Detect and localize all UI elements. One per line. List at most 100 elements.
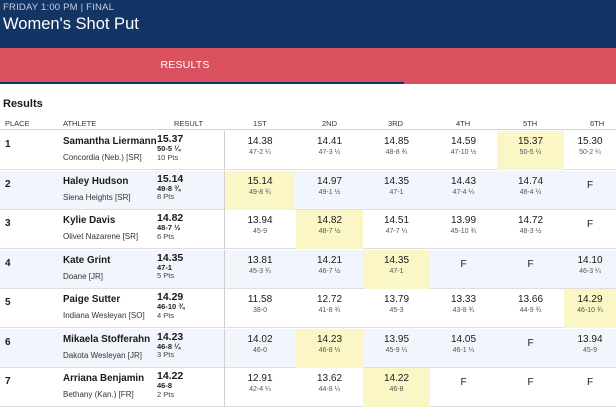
attempt-imperial: 45-9 <box>252 228 267 235</box>
attempt-imperial: 50-2 ¼ <box>579 149 601 156</box>
place-value: 3 <box>5 218 11 229</box>
attempt-foul: F <box>527 337 534 349</box>
attempt-mark: 13.99 <box>450 215 477 226</box>
table-row[interactable]: 2 Haley Hudson Siena Heights [SR] 15.14 49-8… <box>0 170 616 210</box>
attempt-mark: 13.94 <box>247 215 273 226</box>
best-attempt-cell: 14.35 47-1 <box>363 249 430 289</box>
table-row[interactable]: 1 Samantha Liermann Concordia (Neb.) [SR] 1… <box>0 131 616 170</box>
result-points: 4 Pts <box>157 310 175 320</box>
attempt-cell: 13.62 44-8 ¼ <box>296 368 363 407</box>
athlete-school: Dakota Wesleyan [JR] <box>63 350 142 360</box>
attempt-cell: 12.91 42-4 ¼ <box>226 368 294 407</box>
attempt-mark: 14.43 <box>450 175 477 187</box>
event-status: FRIDAY 1:00 PM | FINAL <box>3 2 115 13</box>
attempt-mark: 14.02 <box>247 333 273 345</box>
column-header-result[interactable]: RESULT <box>174 119 204 128</box>
attempt-imperial: 47-2 ¼ <box>249 149 271 156</box>
tab-results[interactable]: RESULTS <box>160 59 210 71</box>
athlete-name[interactable]: Kylie Davis <box>63 215 116 226</box>
attempt-foul: F <box>460 258 467 270</box>
attempt-cell: 14.85 48-8 ¾ <box>363 131 430 170</box>
attempt-imperial: 47-7 ¼ <box>385 228 408 235</box>
attempt-mark: 13.62 <box>316 373 343 384</box>
best-attempt-cell: 15.37 50-5 ¼ <box>497 131 564 170</box>
attempt-mark: 14.59 <box>450 136 477 147</box>
attempt-foul: F <box>527 258 534 270</box>
result-points: 10 Pts <box>157 152 179 162</box>
attempt-imperial: 50-5 ¼ <box>519 149 542 156</box>
place-value: 7 <box>5 376 11 387</box>
column-header-4th[interactable]: 4TH <box>456 119 471 128</box>
attempt-cell: 14.97 49-1 ½ <box>296 171 363 210</box>
attempt-imperial: 45-9 <box>582 346 597 354</box>
table-row[interactable]: 7 Arriana Benjamin Bethany (Kan.) [FR] 14.2… <box>0 368 616 407</box>
column-header-6th[interactable]: 6TH <box>590 119 605 128</box>
attempt-cell: 14.72 48-3 ½ <box>497 210 564 249</box>
attempt-cell: 14.10 46-3 ¼ <box>564 250 616 289</box>
table-row[interactable]: 3 Kylie Davis Olivet Nazarene [SR] 14.82 48-… <box>0 210 616 249</box>
result-mark: 14.29 <box>157 291 184 303</box>
column-divider <box>224 368 225 407</box>
attempt-cell: 13.81 45-3 ¾ <box>226 250 294 289</box>
attempt-cell: F <box>497 329 564 368</box>
attempt-imperial: 48-7 ½ <box>318 228 341 235</box>
attempt-cell: 12.72 41-8 ¾ <box>296 289 363 328</box>
attempt-cell: 13.33 43-8 ¾ <box>430 289 497 328</box>
attempt-mark: 14.10 <box>577 254 603 266</box>
result-cell: 14.22 46-8 2 Pts <box>157 370 217 399</box>
result-mark: 15.14 <box>157 172 184 185</box>
table-row[interactable]: 4 Kate Grint Doane [JR] 14.35 47-1 5 Pts 13.81… <box>0 249 616 289</box>
result-cell: 15.37 50-5 ¼ 10 Pts <box>157 133 217 162</box>
attempt-mark: 15.37 <box>517 136 544 147</box>
attempt-cell: 14.59 47-10 ½ <box>430 131 497 170</box>
attempt-mark: 11.58 <box>247 294 273 305</box>
attempt-cell: F <box>430 250 497 289</box>
attempt-imperial: 41-8 ¾ <box>318 307 341 314</box>
athlete-name[interactable]: Paige Sutter <box>63 294 121 305</box>
best-attempt-cell: 14.29 46-10 ¾ <box>564 289 616 328</box>
athlete-name[interactable]: Arriana Benjamin <box>63 373 145 384</box>
column-header-3rd[interactable]: 3RD <box>388 119 404 128</box>
result-mark: 14.23 <box>157 330 184 343</box>
attempt-mark: 13.95 <box>383 333 410 345</box>
result-points: 6 Pts <box>157 231 175 241</box>
column-divider <box>224 170 225 210</box>
attempt-cell: 14.43 47-4 ¼ <box>430 171 497 210</box>
attempt-cell: F <box>430 368 497 407</box>
column-header-1st[interactable]: 1ST <box>253 119 267 128</box>
best-attempt-cell: 14.22 46-8 <box>363 368 430 407</box>
attempt-imperial: 45-3 <box>389 307 404 314</box>
best-attempt-cell: 14.82 48-7 ½ <box>296 210 363 249</box>
result-imperial: 46-8 <box>157 381 173 391</box>
column-header-place[interactable]: PLACE <box>5 119 30 128</box>
attempt-imperial: 46-7 ½ <box>318 267 341 275</box>
athlete-name[interactable]: Samantha Liermann <box>63 136 157 147</box>
attempt-cell: F <box>564 210 616 249</box>
attempt-mark: 14.82 <box>316 215 343 226</box>
column-header-athlete[interactable]: ATHLETE <box>63 119 97 128</box>
athlete-school: Indiana Wesleyan [SO] <box>63 311 145 320</box>
attempt-cell: F <box>497 250 564 289</box>
attempt-imperial: 48-8 ¾ <box>385 149 408 156</box>
attempt-imperial: 47-1 <box>389 188 404 196</box>
table-row[interactable]: 5 Paige Sutter Indiana Wesleyan [SO] 14.29 4… <box>0 289 616 328</box>
attempt-cell: 14.41 47-3 ¼ <box>296 131 363 170</box>
attempt-mark: 13.66 <box>517 294 544 305</box>
column-header-5th[interactable]: 5TH <box>523 119 538 128</box>
athlete-name[interactable]: Haley Hudson <box>63 175 129 187</box>
attempt-mark: 14.21 <box>316 254 343 266</box>
attempt-imperial: 49-8 ¾ <box>249 188 271 196</box>
attempt-mark: 14.05 <box>450 333 477 345</box>
attempt-imperial: 43-8 ¾ <box>452 307 475 314</box>
athlete-name[interactable]: Kate Grint <box>63 254 111 266</box>
athlete-name[interactable]: Mikaela Stofferahn <box>63 333 151 345</box>
attempt-cell: 15.30 50-2 ¼ <box>564 131 616 170</box>
attempt-foul: F <box>586 377 594 388</box>
table-row[interactable]: 6 Mikaela Stofferahn Dakota Wesleyan [JR] 1… <box>0 328 616 368</box>
column-header-2nd[interactable]: 2ND <box>322 119 338 128</box>
attempt-imperial: 48-4 ¼ <box>519 188 542 196</box>
tab-underline <box>0 82 404 84</box>
